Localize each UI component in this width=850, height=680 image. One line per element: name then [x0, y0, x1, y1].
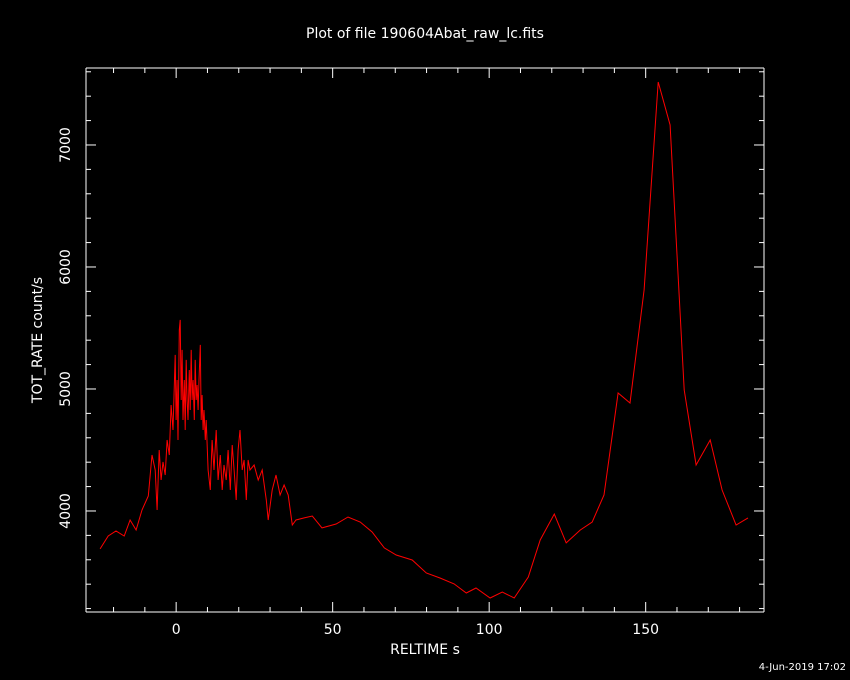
y-tick-label: 4000 — [58, 493, 74, 529]
footer-timestamp: 4-Jun-2019 17:02 — [759, 662, 846, 673]
x-tick-label: 150 — [632, 622, 659, 638]
y-tick-label: 5000 — [58, 371, 74, 407]
data-line — [99, 81, 749, 599]
x-axis-label: RELTIME s — [390, 642, 460, 658]
y-axis-label: TOT_RATE count/s — [30, 277, 46, 404]
x-tick-label: 100 — [476, 622, 503, 638]
y-tick-label: 7000 — [58, 127, 74, 163]
x-tick-label: 0 — [172, 622, 181, 638]
chart-title: Plot of file 190604Abat_raw_lc.fits — [306, 26, 544, 42]
x-tick-label: 50 — [324, 622, 342, 638]
y-tick-label: 6000 — [58, 249, 74, 285]
